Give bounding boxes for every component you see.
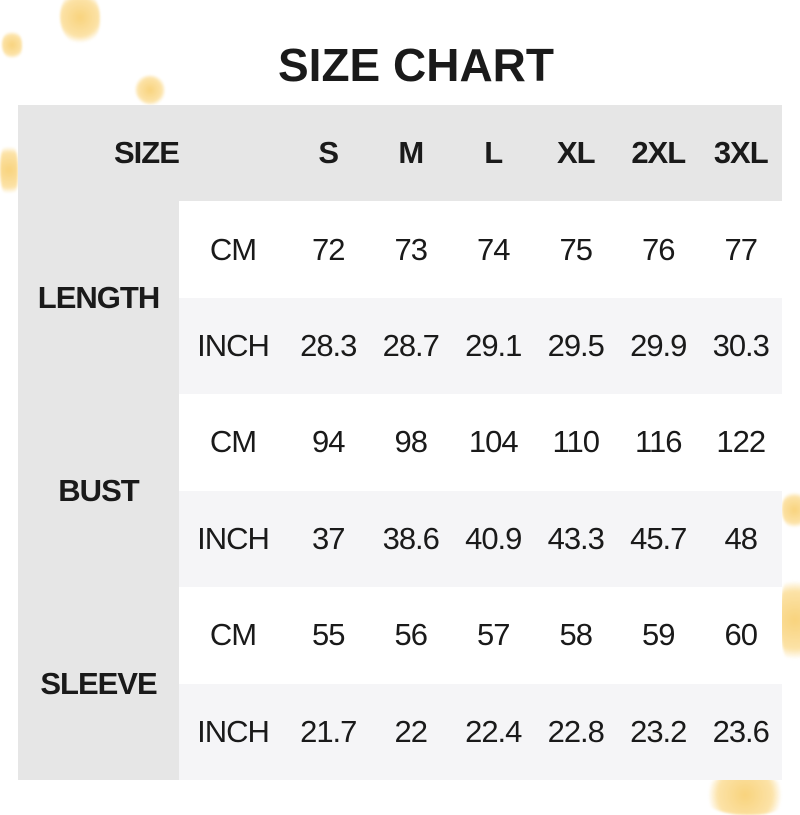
- unit-label: INCH: [179, 490, 287, 588]
- measurement-cell: 60: [699, 587, 782, 684]
- size-chart-table: SIZE S M L XL 2XL 3XL LENGTH CM 72 73 74 75 76…: [18, 105, 782, 780]
- measurement-cell: 94: [287, 394, 370, 491]
- measurement-cell: 29.1: [452, 297, 535, 395]
- table-row: BUST CM 94 98 104 110 116 122: [18, 394, 782, 588]
- unit-label: CM: [179, 394, 287, 491]
- measurement-cell: 75: [534, 201, 617, 298]
- measurement-cell: 74: [452, 201, 535, 298]
- size-header: SIZE: [18, 105, 287, 202]
- measurement-cell: 72: [287, 201, 370, 298]
- maple-leaf-decoration: [700, 775, 790, 815]
- measurement-cell: 48: [699, 490, 782, 588]
- unit-label: CM: [179, 587, 287, 684]
- unit-label: CM: [179, 201, 287, 298]
- measurement-cell: 43.3: [534, 490, 617, 588]
- measurement-cell: 55: [287, 587, 370, 684]
- measurement-cell: 22: [369, 683, 452, 780]
- measurement-cell: 23.2: [617, 683, 700, 780]
- table-row: SLEEVE CM 55 56 57 58 59 60: [18, 587, 782, 780]
- measure-label: LENGTH: [18, 201, 179, 395]
- header-row: SIZE S M L XL 2XL 3XL: [18, 105, 782, 202]
- measurement-cell: 29.9: [617, 297, 700, 395]
- size-column-header: L: [452, 105, 535, 202]
- table-row: INCH 21.7 22 22.4 22.8 23.2 23.6: [18, 683, 782, 780]
- unit-label: INCH: [179, 683, 287, 780]
- size-column-header: M: [369, 105, 452, 202]
- measurement-cell: 104: [452, 394, 535, 491]
- measurement-cell: 37: [287, 490, 370, 588]
- measurement-cell: 122: [699, 394, 782, 491]
- measurement-cell: 77: [699, 201, 782, 298]
- size-column-header: 2XL: [617, 105, 700, 202]
- maple-leaf-decoration: [2, 30, 22, 60]
- maple-leaf-decoration: [782, 490, 800, 530]
- size-column-header: S: [287, 105, 370, 202]
- size-column-header: 3XL: [699, 105, 782, 202]
- measurement-cell: 116: [617, 394, 700, 491]
- measurement-cell: 28.7: [369, 297, 452, 395]
- measurement-cell: 45.7: [617, 490, 700, 588]
- maple-leaf-decoration: [60, 0, 100, 45]
- measurement-cell: 30.3: [699, 297, 782, 395]
- measurement-cell: 21.7: [287, 683, 370, 780]
- measurement-cell: 98: [369, 394, 452, 491]
- measure-label: BUST: [18, 394, 179, 588]
- page-title: SIZE CHART: [278, 39, 554, 91]
- maple-leaf-decoration: [135, 75, 165, 105]
- maple-leaf-decoration: [780, 570, 800, 670]
- measurement-cell: 22.8: [534, 683, 617, 780]
- measurement-cell: 38.6: [369, 490, 452, 588]
- measurement-cell: 40.9: [452, 490, 535, 588]
- unit-label: INCH: [179, 297, 287, 395]
- measurement-cell: 58: [534, 587, 617, 684]
- table-row: LENGTH CM 72 73 74 75 76 77: [18, 201, 782, 395]
- table-row: INCH 28.3 28.7 29.1 29.5 29.9 30.3: [18, 297, 782, 395]
- measurement-cell: 22.4: [452, 683, 535, 780]
- measurement-cell: 29.5: [534, 297, 617, 395]
- measurement-cell: 56: [369, 587, 452, 684]
- measurement-cell: 28.3: [287, 297, 370, 395]
- measurement-cell: 23.6: [699, 683, 782, 780]
- size-column-header: XL: [534, 105, 617, 202]
- measurement-cell: 110: [534, 394, 617, 491]
- maple-leaf-decoration: [0, 140, 18, 200]
- measurement-cell: 73: [369, 201, 452, 298]
- measure-label: SLEEVE: [18, 587, 179, 780]
- measurement-cell: 57: [452, 587, 535, 684]
- table-row: INCH 37 38.6 40.9 43.3 45.7 48: [18, 490, 782, 588]
- measurement-cell: 76: [617, 201, 700, 298]
- measurement-cell: 59: [617, 587, 700, 684]
